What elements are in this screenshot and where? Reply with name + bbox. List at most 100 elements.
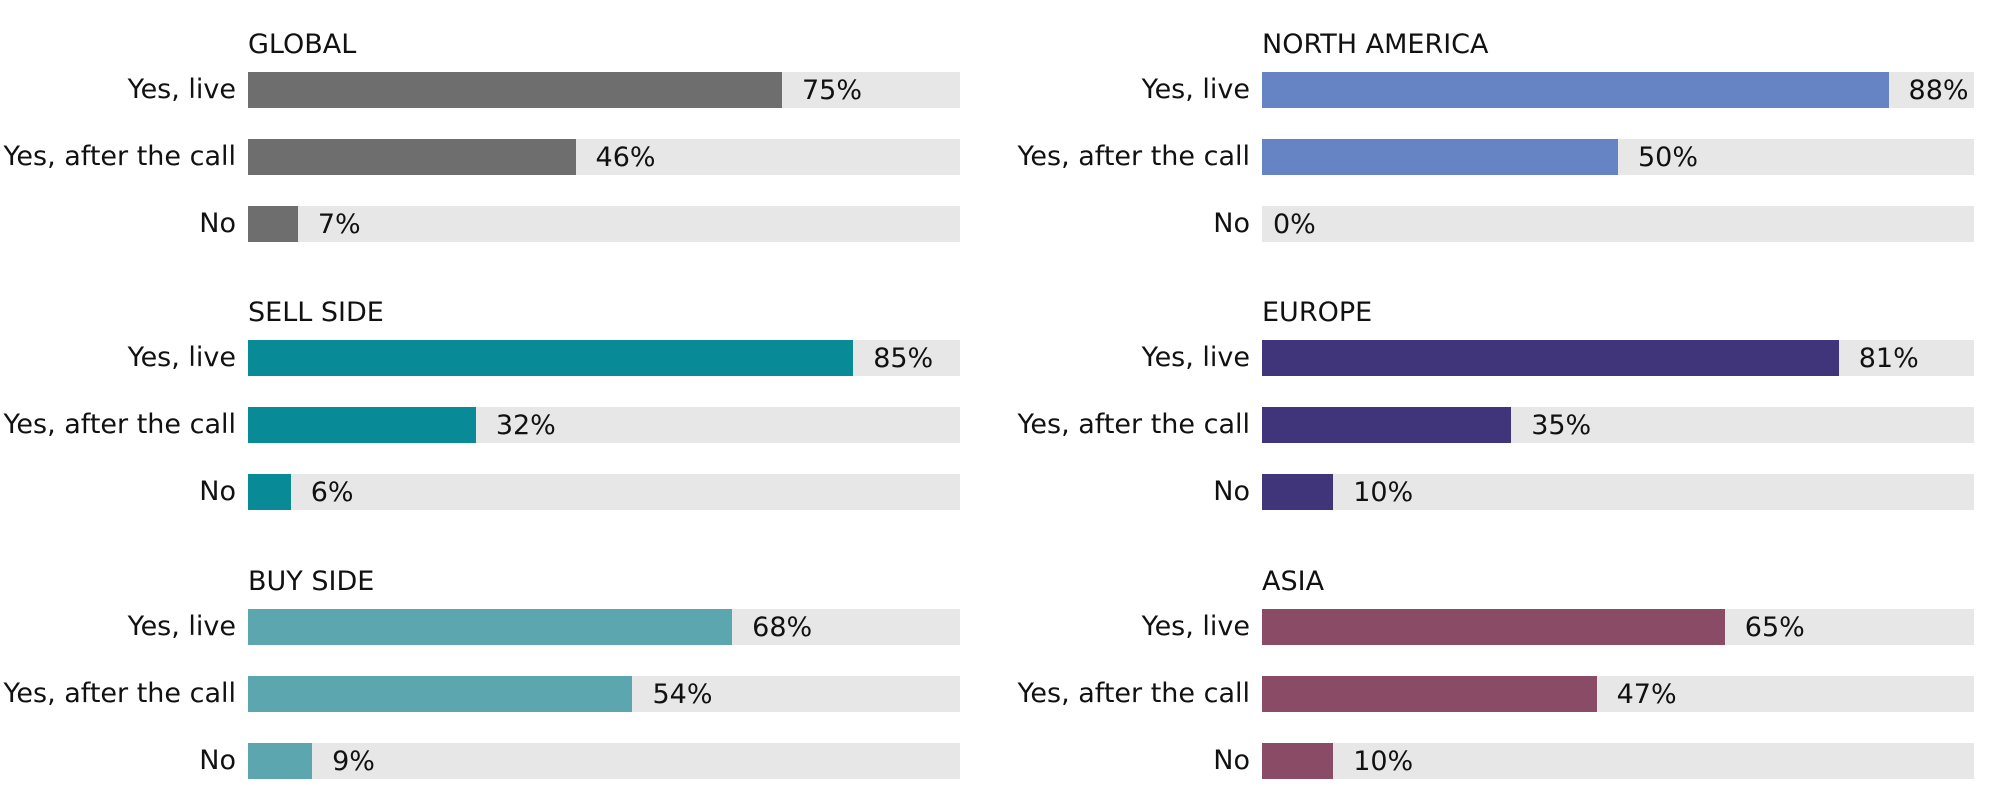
- category-label: No: [1213, 476, 1250, 507]
- bar: [1262, 474, 1334, 510]
- value-label: 68%: [752, 612, 813, 643]
- value-label: 75%: [802, 75, 863, 106]
- bar-track: 88%: [1262, 72, 1974, 108]
- bar: [1262, 609, 1725, 645]
- bar: [248, 340, 854, 376]
- chart-panel-buy-side: BUY SIDE Yes, live 68% Yes, after the call 5…: [0, 537, 1000, 805]
- bar-row: No 9%: [0, 743, 1000, 779]
- bar-track: 46%: [248, 139, 960, 175]
- bar: [1262, 407, 1512, 443]
- bar-track: 68%: [248, 609, 960, 645]
- value-label: 32%: [495, 410, 556, 441]
- bar-track: 47%: [1262, 676, 1974, 712]
- value-label: 88%: [1908, 75, 1969, 106]
- category-label: Yes, live: [1141, 74, 1250, 105]
- bar-row: No 6%: [0, 474, 1000, 510]
- bar-row: Yes, live 85%: [0, 340, 1000, 376]
- bar-track: 65%: [1262, 609, 1974, 645]
- chart-title: SELL SIDE: [248, 297, 384, 328]
- bar-row: No 0%: [1014, 206, 2000, 242]
- bar-row: Yes, after the call 46%: [0, 139, 1000, 175]
- bar-row: Yes, live 81%: [1014, 340, 2000, 376]
- value-label: 10%: [1353, 746, 1414, 777]
- value-label: 9%: [332, 746, 375, 777]
- bar-row: Yes, after the call 32%: [0, 407, 1000, 443]
- bar-row: Yes, after the call 47%: [1014, 676, 2000, 712]
- bar-row: No 10%: [1014, 474, 2000, 510]
- category-label: Yes, live: [1141, 611, 1250, 642]
- chart-panel-europe: EUROPE Yes, live 81% Yes, after the call 35%…: [1014, 268, 2000, 536]
- bar: [248, 676, 633, 712]
- category-label: Yes, live: [127, 342, 236, 373]
- chart-title: BUY SIDE: [248, 566, 375, 597]
- bar-track: 35%: [1262, 407, 1974, 443]
- chart-panel-asia: ASIA Yes, live 65% Yes, after the call 47% No…: [1014, 537, 2000, 805]
- value-label: 81%: [1858, 343, 1919, 374]
- chart-title: NORTH AMERICA: [1262, 29, 1489, 60]
- category-label: Yes, live: [127, 611, 236, 642]
- bar-row: Yes, after the call 35%: [1014, 407, 2000, 443]
- category-label: No: [199, 476, 236, 507]
- chart-panel-sell-side: SELL SIDE Yes, live 85% Yes, after the call…: [0, 268, 1000, 536]
- bar: [248, 609, 733, 645]
- bar: [1262, 340, 1839, 376]
- value-label: 35%: [1531, 410, 1592, 441]
- bar: [248, 407, 476, 443]
- category-label: Yes, after the call: [3, 409, 237, 440]
- category-label: Yes, after the call: [3, 141, 237, 172]
- bar-track: 75%: [248, 72, 960, 108]
- value-label: 50%: [1638, 142, 1699, 173]
- category-label: Yes, after the call: [3, 678, 237, 709]
- value-label: 7%: [317, 209, 361, 240]
- bar-track: 10%: [1262, 743, 1974, 779]
- bar-row: Yes, after the call 50%: [1014, 139, 2000, 175]
- chart-title: GLOBAL: [248, 29, 357, 60]
- chart-title: ASIA: [1262, 566, 1325, 597]
- category-label: Yes, live: [1141, 342, 1250, 373]
- bar: [1262, 139, 1618, 175]
- value-label: 0%: [1273, 209, 1316, 240]
- value-label: 54%: [652, 679, 713, 710]
- category-label: Yes, after the call: [1017, 678, 1251, 709]
- bar: [248, 206, 298, 242]
- category-label: No: [1213, 208, 1250, 239]
- bar-track: 32%: [248, 407, 960, 443]
- chart-panel-global: GLOBAL Yes, live 75% Yes, after the call 46%…: [0, 0, 1000, 268]
- bar: [248, 474, 291, 510]
- category-label: Yes, live: [127, 74, 236, 105]
- bar-track: 54%: [248, 676, 960, 712]
- value-label: 10%: [1353, 477, 1414, 508]
- bar: [1262, 743, 1334, 779]
- bar-row: Yes, live 75%: [0, 72, 1000, 108]
- chart-panel-north-america: NORTH AMERICA Yes, live 88% Yes, after the …: [1014, 0, 2000, 268]
- bar: [248, 139, 576, 175]
- bar-row: Yes, after the call 54%: [0, 676, 1000, 712]
- bar: [248, 72, 782, 108]
- chart-title: EUROPE: [1262, 297, 1373, 328]
- category-label: No: [199, 745, 236, 776]
- category-label: No: [199, 208, 236, 239]
- bar-row: Yes, live 68%: [0, 609, 1000, 645]
- bar-row: Yes, live 88%: [1014, 72, 2000, 108]
- category-label: Yes, after the call: [1017, 409, 1251, 440]
- bar-track: 7%: [248, 206, 960, 242]
- bar-track: 6%: [248, 474, 960, 510]
- value-label: 46%: [595, 142, 656, 173]
- bar: [1262, 72, 1889, 108]
- value-label: 47%: [1616, 679, 1677, 710]
- bar-row: No 7%: [0, 206, 1000, 242]
- bar: [248, 743, 313, 779]
- bar-track: 81%: [1262, 340, 1974, 376]
- bar-track: 9%: [248, 743, 960, 779]
- bar-row: No 10%: [1014, 743, 2000, 779]
- category-label: No: [1213, 745, 1250, 776]
- category-label: Yes, after the call: [1017, 141, 1251, 172]
- bar-row: Yes, live 65%: [1014, 609, 2000, 645]
- bar-track: 0%: [1262, 206, 1974, 242]
- bar: [1262, 676, 1597, 712]
- bar-track: 50%: [1262, 139, 1974, 175]
- bar-track: 10%: [1262, 474, 1974, 510]
- value-label: 65%: [1744, 612, 1805, 643]
- value-label: 85%: [873, 343, 934, 374]
